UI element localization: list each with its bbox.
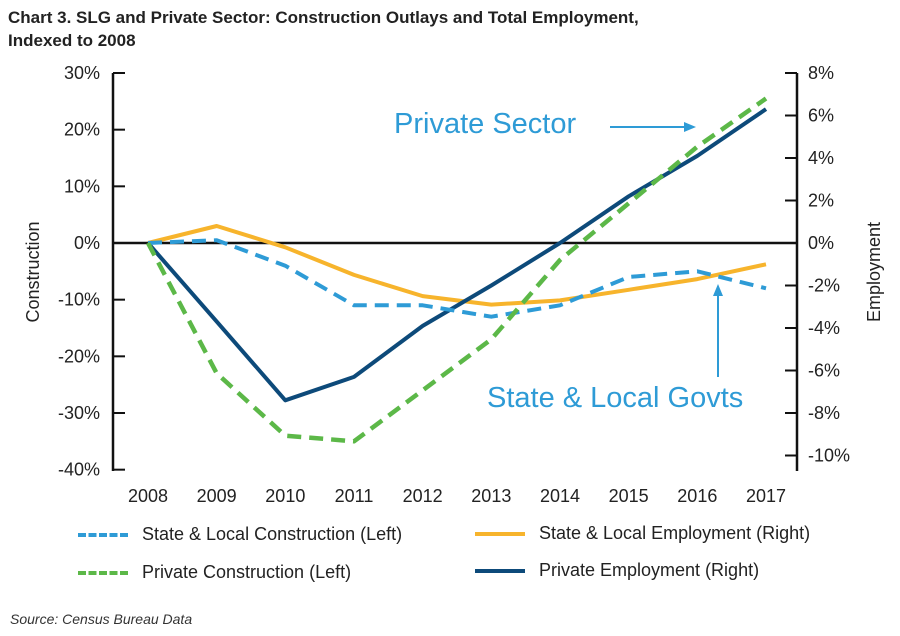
legend-label-slg-construction: State & Local Construction (Left)	[142, 524, 403, 544]
right-axis-tick-label: 0%	[808, 233, 834, 253]
x-axis-tick-label: 2013	[471, 486, 511, 506]
left-axis-tick-label: -40%	[58, 460, 100, 480]
left-axis-title: Construction	[23, 221, 43, 322]
legend-label-private-construction: Private Construction (Left)	[142, 562, 352, 582]
x-axis-tick-label: 2011	[335, 486, 374, 506]
left-axis-tick-label: 10%	[64, 176, 100, 196]
annotation-private-sector: Private Sector	[394, 108, 576, 140]
chart-title-line-1: Chart 3. SLG and Private Sector: Constru…	[8, 8, 639, 27]
left-axis-tick-label: -20%	[58, 346, 100, 366]
right-axis-tick-label: -6%	[808, 361, 840, 381]
legend-swatch-slg-employment	[475, 531, 525, 536]
chart-title-line-2: Indexed to 2008	[8, 31, 136, 50]
legend-swatch-private-construction	[78, 570, 128, 575]
chart-title: Chart 3. SLG and Private Sector: Constru…	[8, 6, 888, 52]
legend-swatch-slg-construction	[78, 532, 128, 537]
legend-label-private-employment: Private Employment (Right)	[539, 560, 760, 580]
x-axis-tick-label: 2008	[128, 486, 168, 506]
private-employment-line	[146, 107, 768, 403]
left-axis-tick-label: -10%	[58, 290, 100, 310]
x-axis-tick-label: 2017	[746, 486, 786, 506]
right-axis-tick-label: 8%	[808, 63, 834, 83]
x-axis-tick-label: 2012	[403, 486, 443, 506]
right-axis-tick-label: 4%	[808, 148, 834, 168]
x-axis-tick-label: 2014	[540, 486, 580, 506]
annotation-state-local-govts: State & Local Govts	[487, 382, 743, 414]
right-axis-tick-label: -2%	[808, 276, 840, 296]
legend-item-slg-construction: State & Local Construction (Left)	[78, 524, 402, 545]
right-axis-tick-label: -4%	[808, 318, 840, 338]
legend-swatch-private-employment	[475, 568, 525, 573]
annotation-state-local-arrowhead	[713, 284, 723, 296]
annotation-private-sector-arrowhead	[684, 122, 696, 132]
left-axis-tick-label: 0%	[74, 233, 100, 253]
x-axis-tick-label: 2016	[677, 486, 717, 506]
slg-construction-line	[147, 238, 767, 319]
right-axis-tick-label: 6%	[808, 106, 834, 126]
x-axis-tick-label: 2009	[197, 486, 237, 506]
x-axis-tick-label: 2010	[265, 486, 305, 506]
left-axis-tick-label: 30%	[64, 63, 100, 83]
source-note: Source: Census Bureau Data	[10, 611, 193, 627]
left-axis-tick-label: -30%	[58, 403, 100, 423]
legend-item-private-employment: Private Employment (Right)	[475, 560, 759, 581]
right-axis-title: Employment	[864, 222, 884, 322]
right-axis-tick-label: 2%	[808, 191, 834, 211]
slg-employment-line	[147, 224, 767, 307]
x-axis-tick-label: 2015	[609, 486, 649, 506]
right-axis-tick-label: -10%	[808, 446, 850, 466]
legend-item-private-construction: Private Construction (Left)	[78, 562, 351, 583]
legend-label-slg-employment: State & Local Employment (Right)	[539, 523, 811, 543]
legend-item-slg-employment: State & Local Employment (Right)	[475, 523, 810, 544]
left-axis-tick-label: 20%	[64, 120, 100, 140]
right-axis-tick-label: -8%	[808, 403, 840, 423]
